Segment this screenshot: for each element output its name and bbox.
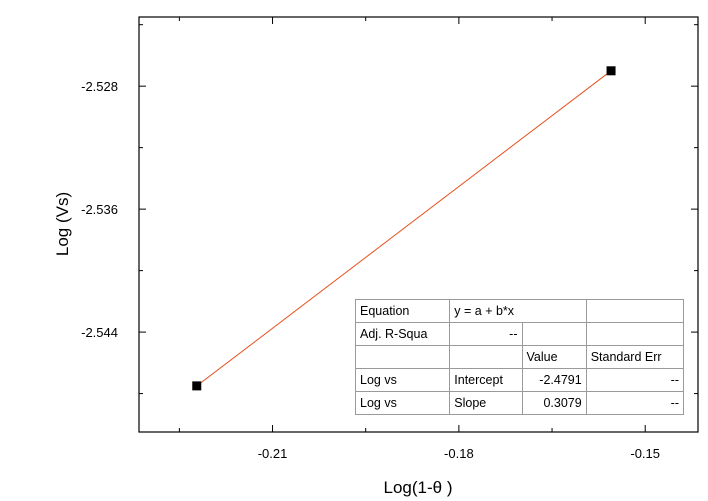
x-tick-label: -0.15 [630, 446, 660, 461]
data-point [606, 66, 616, 76]
table-cell [354, 345, 451, 369]
table-row: Log vs Intercept -2.4791 -- [354, 368, 685, 392]
table-row: Equation y = a + b*x [354, 299, 685, 323]
x-axis-title: Log(1-θ ) [384, 478, 453, 497]
fit-line [196, 70, 612, 387]
y-tick-label: -2.544 [81, 325, 118, 340]
table-cell [449, 345, 523, 369]
table-cell: Value [521, 345, 587, 369]
table-cell: -- [585, 391, 685, 415]
table-cell: Log vs [354, 391, 451, 415]
table-cell: -2.4791 [521, 368, 587, 392]
table-cell [585, 322, 685, 346]
table-cell [521, 322, 587, 346]
y-tick-label: -2.528 [81, 79, 118, 94]
table-row: Log vs Slope 0.3079 -- [354, 391, 685, 415]
table-cell: -- [449, 322, 523, 346]
table-cell: Adj. R-Squa [354, 322, 451, 346]
table-cell: Log vs [354, 368, 451, 392]
table-cell: Equation [354, 299, 451, 323]
table-row: Adj. R-Squa -- [354, 322, 685, 346]
fit-results-table: Equation y = a + b*x Adj. R-Squa -- Valu… [354, 299, 685, 415]
table-cell: Slope [449, 391, 523, 415]
table-cell: y = a + b*x [449, 299, 587, 323]
y-axis-title: Log (Vs) [53, 192, 72, 256]
table-row: Value Standard Err [354, 345, 685, 369]
y-tick-label: -2.536 [81, 202, 118, 217]
x-tick-label: -0.21 [258, 446, 288, 461]
x-tick-label: -0.18 [444, 446, 474, 461]
table-cell: 0.3079 [521, 391, 587, 415]
table-cell: Intercept [449, 368, 523, 392]
table-cell: Standard Err [585, 345, 685, 369]
table-cell: -- [585, 368, 685, 392]
data-point [192, 381, 202, 391]
plot-frame [138, 16, 699, 433]
table-cell [585, 299, 685, 323]
